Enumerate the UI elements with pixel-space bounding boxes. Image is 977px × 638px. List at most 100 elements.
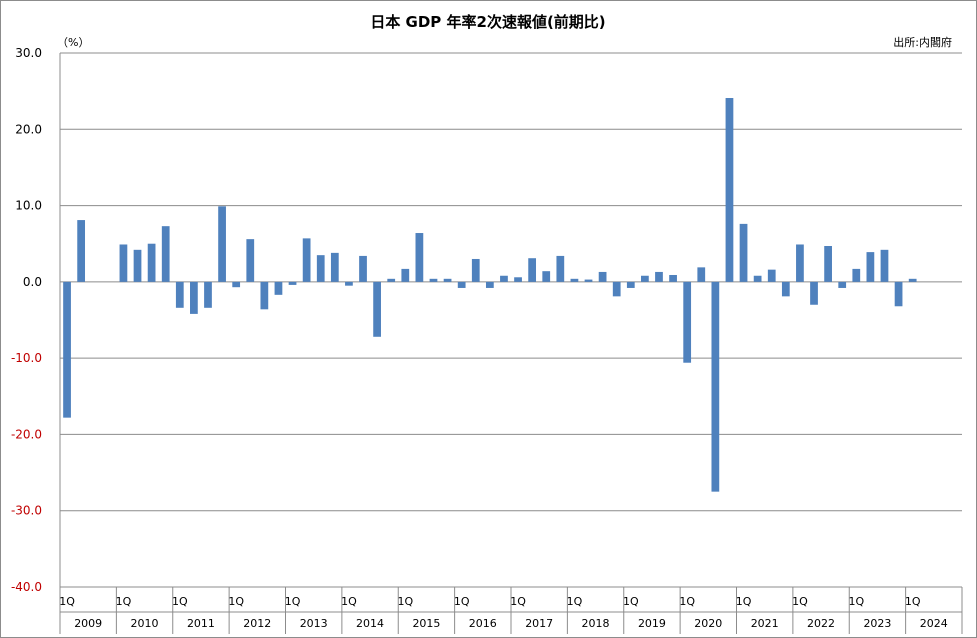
bar	[387, 278, 396, 282]
bar	[500, 275, 508, 282]
year-tick-label: 2020	[694, 617, 722, 630]
year-tick-label: 2022	[807, 617, 835, 630]
bar	[190, 281, 198, 314]
bar	[753, 275, 762, 282]
quarter-tick-label: 1Q	[792, 595, 808, 608]
bar	[556, 255, 565, 282]
year-tick-label: 2014	[356, 617, 384, 630]
bar	[725, 98, 734, 282]
bar	[810, 281, 818, 305]
y-tick-label: 0.0	[23, 275, 42, 289]
bar	[528, 258, 537, 282]
bar	[330, 252, 339, 282]
bar	[739, 223, 748, 282]
bar	[401, 268, 410, 282]
chart-title: 日本 GDP 年率2次速報値(前期比)	[370, 13, 605, 31]
bar	[471, 258, 480, 282]
year-tick-label: 2016	[469, 617, 497, 630]
bar	[711, 281, 720, 492]
quarter-tick-label: 1Q	[116, 595, 132, 608]
year-tick-label: 2021	[751, 617, 779, 630]
bar	[570, 278, 579, 282]
bar	[133, 249, 142, 282]
quarter-tick-label: 1Q	[228, 595, 244, 608]
bar	[415, 233, 424, 282]
bar	[908, 278, 917, 282]
quarter-tick-label: 1Q	[285, 595, 301, 608]
bar	[246, 239, 255, 282]
source-label: 出所:内閣府	[893, 35, 952, 49]
bar	[147, 243, 156, 282]
bar	[316, 255, 325, 282]
bar	[63, 281, 71, 418]
bar	[584, 279, 593, 282]
bar	[485, 281, 494, 288]
bar	[119, 244, 128, 282]
bar	[232, 281, 241, 288]
bar	[542, 271, 551, 282]
bar	[781, 281, 790, 297]
y-tick-label: -10.0	[11, 351, 42, 365]
year-tick-label: 2010	[131, 617, 159, 630]
bar	[598, 271, 607, 282]
bar	[429, 278, 438, 282]
bar	[626, 281, 635, 288]
y-axis-ticks: 30.0 20.0 10.0 0.0 -10.0 -20.0 -30.0 -40.0	[11, 46, 42, 594]
y-tick-label: 30.0	[15, 46, 42, 60]
gridlines	[59, 52, 962, 588]
bar	[274, 281, 283, 295]
bar	[796, 244, 804, 282]
y-tick-label: -40.0	[11, 580, 42, 594]
bar	[894, 281, 903, 307]
quarter-tick-label: 1Q	[848, 595, 864, 608]
bar	[697, 267, 706, 282]
bar	[302, 238, 311, 282]
bar	[457, 281, 466, 288]
x-axis: 1Q 2009 1Q 2010 1Q 2011 1Q 2012 1Q 2013 1Q 2014 1Q 20…	[59, 587, 963, 634]
bar	[655, 271, 663, 282]
bar	[838, 281, 847, 288]
quarter-tick-label: 1Q	[172, 595, 188, 608]
bar	[514, 277, 522, 282]
y-tick-label: 20.0	[15, 122, 42, 136]
quarter-tick-label: 1Q	[905, 595, 921, 608]
quarter-tick-label: 1Q	[397, 595, 413, 608]
bar	[204, 281, 212, 308]
y-tick-label: 10.0	[15, 199, 42, 213]
bar	[175, 281, 184, 308]
bar	[767, 269, 776, 282]
year-tick-label: 2013	[300, 617, 328, 630]
bar	[683, 281, 692, 363]
y-tick-label: -30.0	[11, 504, 42, 518]
year-tick-label: 2023	[863, 617, 891, 630]
quarter-tick-label: 1Q	[454, 595, 470, 608]
bars	[63, 98, 917, 492]
bar	[612, 281, 621, 297]
year-tick-label: 2017	[525, 617, 553, 630]
bar	[359, 255, 367, 282]
bar	[345, 281, 353, 286]
bar	[641, 275, 649, 282]
bar	[218, 206, 226, 282]
bar	[260, 281, 269, 310]
quarter-tick-label: 1Q	[510, 595, 526, 608]
bar	[880, 249, 889, 282]
quarter-tick-label: 1Q	[679, 595, 695, 608]
bar	[852, 268, 861, 282]
bar	[77, 220, 86, 282]
bar	[161, 226, 170, 282]
y-unit-label: （%）	[57, 36, 89, 49]
y-tick-label: -20.0	[11, 427, 42, 441]
quarter-tick-label: 1Q	[59, 595, 75, 608]
bar	[866, 252, 875, 282]
quarter-tick-label: 1Q	[623, 595, 639, 608]
bar	[288, 281, 297, 285]
year-tick-label: 2019	[638, 617, 666, 630]
bar	[824, 246, 832, 282]
year-tick-label: 2024	[920, 617, 948, 630]
bar	[373, 281, 381, 337]
year-tick-label: 2015	[412, 617, 440, 630]
quarter-tick-label: 1Q	[567, 595, 583, 608]
year-tick-label: 2012	[243, 617, 271, 630]
